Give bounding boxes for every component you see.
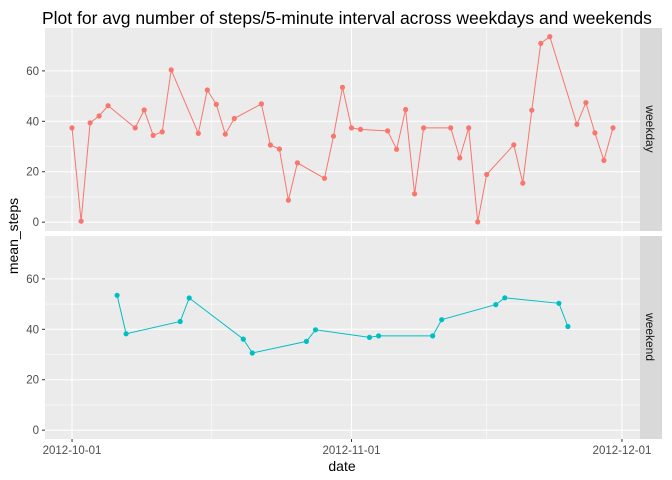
strip-weekend <box>640 236 662 439</box>
data-point-weekday <box>285 197 291 203</box>
data-point-weekday <box>348 125 355 131</box>
y-tick-label: 0 <box>33 217 39 229</box>
data-point-weekday <box>610 125 616 131</box>
y-axis-title: mean_steps <box>5 198 21 274</box>
data-point-weekend <box>312 327 319 333</box>
data-point-weekday <box>466 125 472 131</box>
data-point-weekend <box>186 295 192 301</box>
data-point-weekday <box>574 121 580 127</box>
data-point-weekday <box>403 106 409 113</box>
data-point-weekday <box>96 113 102 119</box>
data-point-weekday <box>195 130 201 136</box>
data-point-weekday <box>321 175 328 181</box>
data-point-weekday <box>394 146 400 152</box>
data-point-weekday <box>529 107 535 113</box>
data-point-weekend <box>565 323 571 330</box>
data-point-weekend <box>502 295 508 301</box>
data-point-weekday <box>484 171 490 178</box>
data-point-weekday <box>168 67 174 73</box>
data-point-weekend <box>177 318 183 325</box>
data-point-weekday <box>547 34 553 40</box>
y-tick-label: 0 <box>33 425 39 437</box>
data-point-weekday <box>538 40 544 47</box>
x-tick-label: 2012-11-01 <box>323 445 381 457</box>
data-point-weekday <box>294 160 300 166</box>
data-point-weekend <box>114 292 120 298</box>
data-point-weekend <box>303 338 309 344</box>
data-point-weekday <box>457 155 463 161</box>
strip-label-weekend: weekend <box>643 312 657 361</box>
data-point-weekday <box>258 101 264 107</box>
data-point-weekday <box>412 191 418 197</box>
y-tick-label: 40 <box>26 324 39 336</box>
panel-weekend <box>45 236 640 439</box>
data-point-weekday <box>385 128 391 134</box>
data-point-weekend <box>556 300 562 306</box>
chart-title: Plot for avg number of steps/5-minute in… <box>42 8 652 28</box>
data-point-weekend <box>366 334 373 340</box>
data-point-weekday <box>141 107 147 113</box>
data-point-weekend <box>249 350 255 356</box>
data-point-weekday <box>421 125 427 131</box>
data-point-weekend <box>376 333 382 339</box>
y-tick-label: 40 <box>26 116 39 128</box>
strip-label-weekday: weekday <box>643 104 657 152</box>
data-point-weekday <box>105 103 111 109</box>
x-axis-title: date <box>328 458 355 474</box>
data-point-weekday <box>267 142 273 148</box>
data-point-weekday <box>330 133 337 139</box>
data-point-weekday <box>475 219 481 225</box>
data-point-weekday <box>69 125 75 131</box>
data-point-weekday <box>132 125 138 131</box>
data-point-weekday <box>583 100 589 106</box>
data-point-weekend <box>430 333 436 339</box>
data-point-weekday <box>204 87 210 93</box>
data-point-weekday <box>87 120 93 126</box>
y-tick-label: 60 <box>26 274 39 286</box>
data-point-weekend <box>493 302 499 308</box>
x-tick-label: 2012-12-01 <box>593 445 652 457</box>
data-point-weekday <box>213 101 219 107</box>
strip-weekday <box>640 28 662 231</box>
data-point-weekday <box>78 218 84 224</box>
data-point-weekend <box>439 317 445 323</box>
data-point-weekend <box>240 336 246 342</box>
data-point-weekday <box>276 146 282 152</box>
y-tick-label: 60 <box>26 66 39 78</box>
data-point-weekday <box>448 125 454 131</box>
data-point-weekday <box>357 126 364 132</box>
data-point-weekday <box>159 129 165 135</box>
series-line-weekend <box>116 295 569 354</box>
data-point-weekday <box>592 130 598 136</box>
y-tick-label: 20 <box>26 167 39 179</box>
data-point-weekday <box>511 142 517 148</box>
y-tick-label: 20 <box>26 375 39 387</box>
data-point-weekday <box>222 131 228 137</box>
x-tick-label: 2012-10-01 <box>43 445 102 457</box>
data-point-weekday <box>601 157 607 163</box>
data-point-weekday <box>520 180 526 186</box>
data-point-weekday <box>150 132 156 138</box>
data-point-weekday <box>231 115 237 122</box>
data-point-weekend <box>123 331 129 337</box>
data-point-weekday <box>339 84 346 90</box>
